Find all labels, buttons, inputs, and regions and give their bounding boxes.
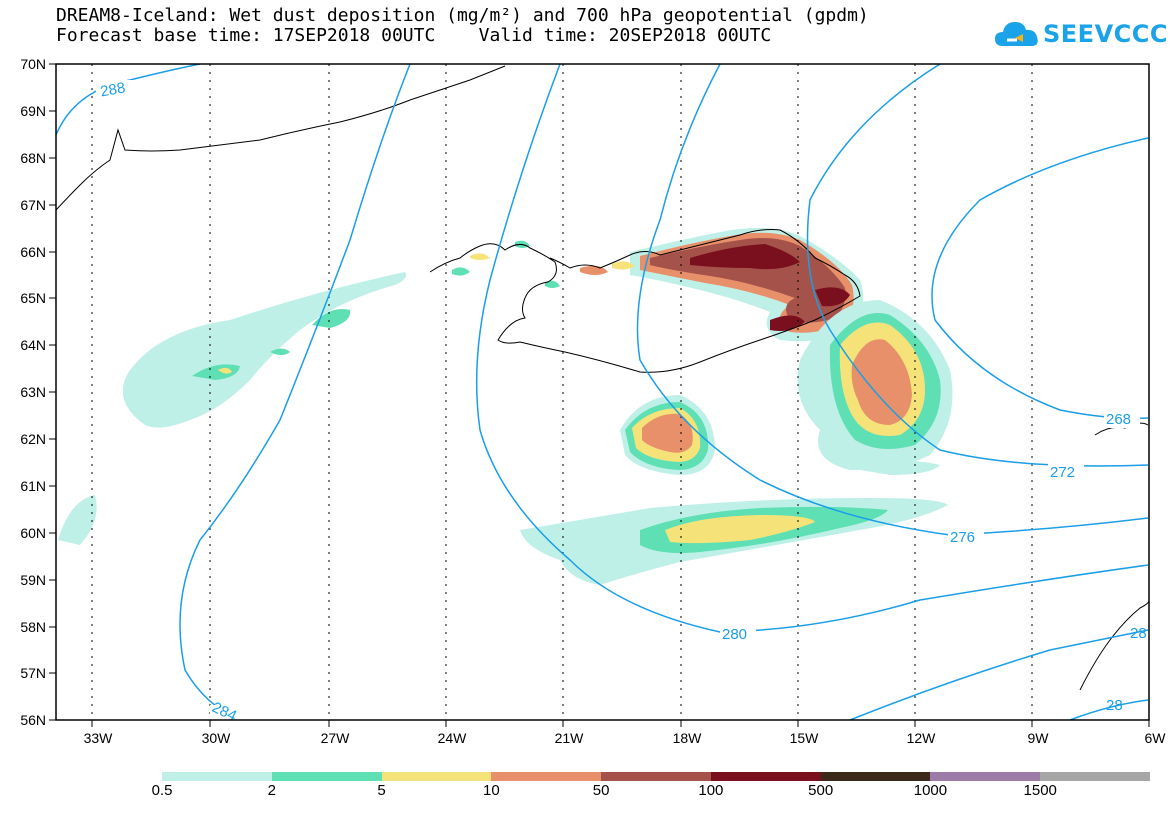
longitude-labels: 33W 30W 27W 24W 21W 18W 15W 12W 9W 6W (84, 730, 1167, 746)
lat-label: 58N (20, 619, 46, 635)
legend-swatch (271, 772, 382, 781)
legend-label: 2 (267, 782, 276, 799)
lon-label: 6W (1145, 730, 1167, 746)
legend-swatch (820, 772, 931, 781)
lon-label: 15W (790, 730, 820, 746)
lon-label: 24W (438, 730, 468, 746)
legend-swatch (381, 772, 492, 781)
legend-label: 10 (482, 782, 500, 799)
contour-280 (475, 64, 1149, 633)
dust-field-south-band (520, 498, 948, 585)
lon-label: 30W (202, 730, 232, 746)
graticule (91, 64, 1033, 720)
legend-label: 1500 (1023, 782, 1057, 799)
lat-label: 57N (20, 665, 46, 681)
iceland-coast (429, 229, 861, 373)
map-title: DREAM8-Iceland: Wet dust deposition (mg/… (56, 5, 869, 26)
legend-swatch (491, 772, 602, 781)
lon-label: 12W (907, 730, 937, 746)
contour-label-288: 288 (99, 79, 127, 100)
lon-label: 33W (84, 730, 114, 746)
lat-label: 61N (20, 478, 46, 494)
legend-label: 1000 (913, 782, 948, 799)
lon-label: 27W (321, 730, 351, 746)
lat-label: 66N (20, 244, 46, 260)
contour-268 (931, 137, 1149, 420)
lat-label: 59N (20, 572, 46, 588)
contour-label-28b: 28 (1106, 697, 1123, 714)
dust-field-west (58, 272, 407, 545)
lat-label: 60N (20, 525, 46, 541)
lat-label: 70N (20, 56, 46, 72)
lon-label: 18W (673, 730, 703, 746)
lon-label: 9W (1028, 730, 1050, 746)
contour-labels: 288 284 280 276 272 268 28 28 (96, 79, 1147, 725)
dust-field-central (620, 395, 715, 475)
contour-label-280: 280 (722, 626, 747, 643)
contour-276 (636, 64, 1149, 536)
contour-288 (56, 64, 201, 136)
logo-text: SEEVCCC (1043, 20, 1168, 48)
lon-label: 21W (555, 730, 585, 746)
lat-label: 56N (20, 712, 46, 728)
legend-swatch (930, 772, 1041, 781)
legend-swatch (601, 772, 711, 781)
contour-284-southeast (849, 629, 1149, 720)
seevccc-logo: SEEVCCC (993, 14, 1168, 54)
lat-label: 68N (20, 150, 46, 166)
lat-label: 65N (20, 290, 46, 306)
contour-272 (806, 64, 1149, 467)
lat-label: 67N (20, 197, 46, 213)
greenland-coast (56, 65, 506, 211)
contour-label-276: 276 (950, 529, 975, 546)
contour-label-268: 268 (1106, 411, 1131, 428)
lat-label: 69N (20, 103, 46, 119)
legend-label: 0.5 (151, 782, 173, 799)
scotland-coast (1079, 600, 1149, 691)
latitude-labels: 70N 69N 68N 67N 66N 65N 64N 63N 62N 61N … (20, 56, 46, 728)
geopotential-contours (56, 64, 1149, 720)
lat-label: 64N (20, 337, 46, 353)
tick-marks (49, 63, 1150, 727)
dust-deposition-map: 288 284 280 276 272 268 28 28 33W 30W 27… (20, 56, 1167, 746)
legend-label: 100 (698, 782, 724, 799)
lat-label: 62N (20, 431, 46, 447)
legend-label: 5 (377, 782, 386, 799)
legend-labels: 0.5 2 5 10 50 100 500 1000 1500 (0, 782, 1175, 802)
dust-field-east-plume (797, 300, 953, 475)
dust-field-iceland-north (452, 227, 864, 342)
legend-swatch (162, 772, 272, 781)
color-legend (162, 772, 1151, 781)
map-subtitle: Forecast base time: 17SEP2018 00UTC Vali… (56, 25, 772, 46)
contour-284 (179, 64, 411, 720)
contour-label-28a: 28 (1130, 625, 1147, 642)
legend-swatch (710, 772, 821, 781)
contour-288-southeast (1069, 699, 1149, 720)
contour-label-272: 272 (1050, 464, 1075, 481)
coastlines (56, 65, 1149, 691)
legend-label: 500 (808, 782, 834, 799)
cloud-icon (995, 22, 1038, 46)
lat-label: 63N (20, 384, 46, 400)
legend-swatch (1040, 772, 1151, 781)
legend-label: 50 (592, 782, 610, 799)
